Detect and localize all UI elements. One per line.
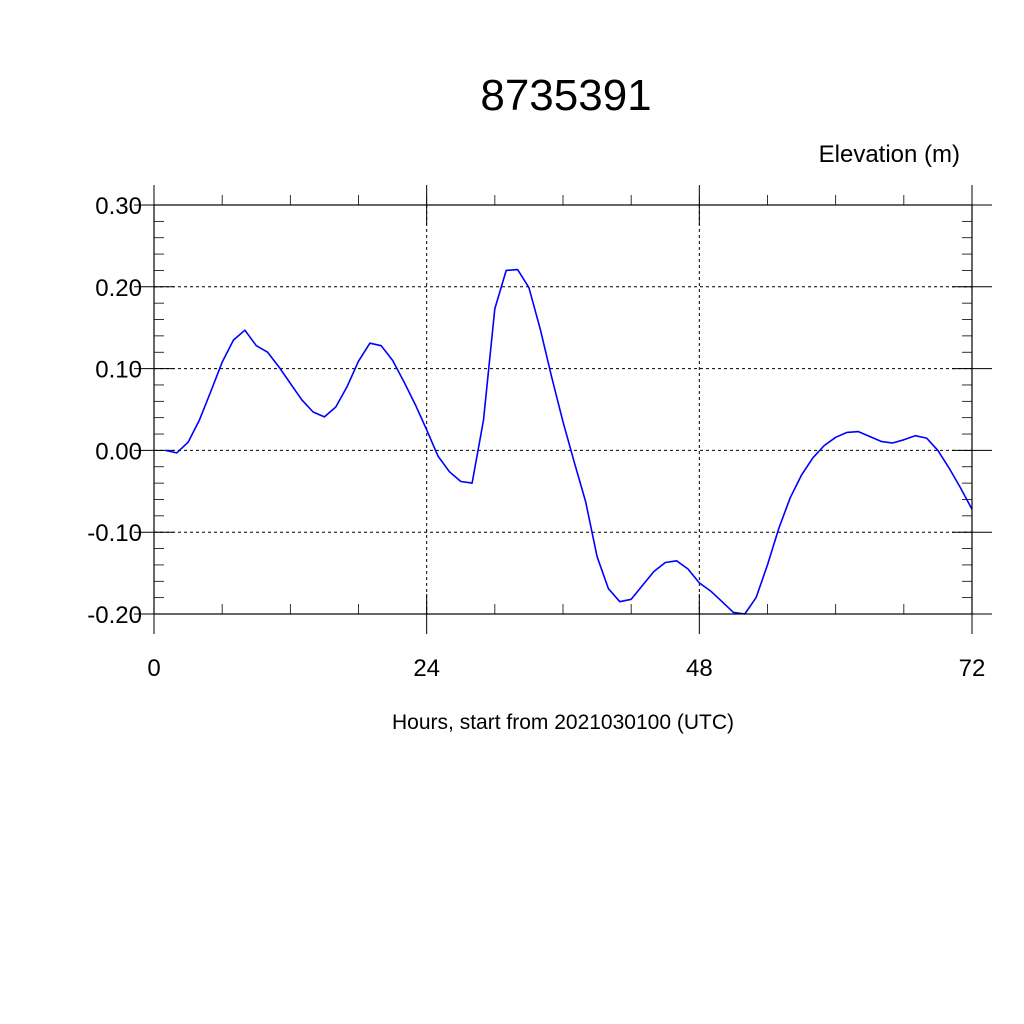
axis-ticks — [134, 185, 992, 634]
series-line — [165, 268, 973, 615]
tick-labels: 0.30 0.20 0.10 0.00 -0.10 -0.200 24 48 72 — [87, 193, 985, 682]
y-tick-label: -0.10 — [87, 520, 142, 547]
plot-frame — [153, 204, 973, 615]
y-tick-label: 0.30 — [95, 193, 142, 220]
y-tick-label: 0.10 — [95, 357, 142, 384]
grid-lines — [153, 204, 973, 615]
x-axis-label: Hours, start from 2021030100 (UTC) — [392, 711, 734, 734]
y-tick-label: 0.00 — [95, 438, 142, 465]
y-tick-label: 0.20 — [95, 275, 142, 302]
data-series — [165, 268, 973, 615]
x-tick-label: 72 — [959, 655, 986, 682]
y-axis-label: Elevation (m) — [819, 141, 960, 168]
x-tick-label: 48 — [686, 655, 713, 682]
chart-title: 8735391 — [480, 71, 651, 120]
y-tick-label: -0.20 — [87, 602, 142, 629]
x-tick-label: 24 — [413, 655, 440, 682]
x-tick-label: 0 — [147, 655, 160, 682]
